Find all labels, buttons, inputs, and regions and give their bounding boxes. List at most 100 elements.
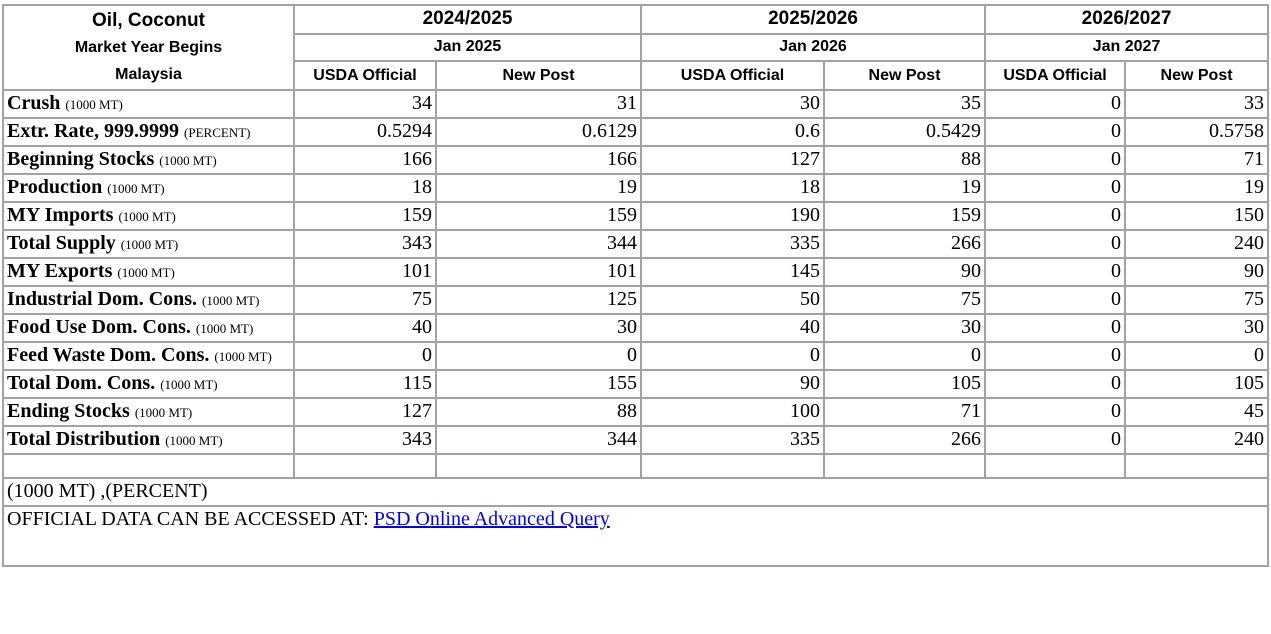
value-cell: 190 [640,201,826,231]
value-cell: 240 [1124,229,1270,259]
value-cell: 0 [293,341,437,371]
value-cell: 105 [1124,369,1270,399]
empty-row [2,453,1270,479]
value-cell: 0 [984,173,1127,203]
attribute-cell: Production (1000 MT) [2,173,295,203]
value-cell: 75 [293,285,437,315]
value-cell: 30 [1124,313,1270,343]
value-cell: 0.6129 [434,117,643,147]
attribute-label: Production [7,176,103,198]
value-cell: 0 [640,341,826,371]
empty-cell [434,453,643,479]
attribute-cell: Total Dom. Cons. (1000 MT) [2,369,295,399]
attribute-cell: MY Imports (1000 MT) [2,201,295,231]
value-cell: 101 [293,257,437,287]
psd-online-advanced-query-link[interactable]: PSD Online Advanced Query [373,508,610,530]
value-cell: 343 [293,229,437,259]
value-cell: 101 [434,257,643,287]
table-row-beginning-stocks: Beginning Stocks (1000 MT) 166 166 127 8… [2,145,1270,175]
value-cell: 75 [1124,285,1270,315]
attribute-label: Total Distribution [7,428,161,450]
psd-commodity-table: Oil, Coconut Market Year Begins Malaysia… [1,4,1270,567]
year-header-2026-2027: 2026/2027 [984,4,1270,35]
value-cell: 166 [434,145,643,175]
value-cell: 18 [640,173,826,203]
units-note-row: (1000 MT) ,(PERCENT) [1,477,1270,507]
empty-cell [1124,453,1270,479]
attribute-unit: (1000 MT) [117,265,175,280]
value-cell: 0 [823,341,987,371]
source-header-usda-official: USDA Official [984,60,1127,91]
attribute-label: Crush [7,92,61,114]
table-row-ending-stocks: Ending Stocks (1000 MT) 127 88 100 71 0 … [2,397,1270,427]
official-data-text: OFFICIAL DATA CAN BE ACCESSED AT: [7,508,374,530]
value-cell: 0 [984,313,1127,343]
header-row-market-year-begins: Jan 2025 Jan 2026 Jan 2027 [3,32,1270,63]
attribute-cell: Feed Waste Dom. Cons. (1000 MT) [2,341,295,371]
value-cell: 0 [984,341,1127,371]
value-cell: 0 [984,257,1127,287]
table-row-my-exports: MY Exports (1000 MT) 101 101 145 90 0 90 [2,257,1270,287]
header-row-years: Oil, Coconut Market Year Begins Malaysia… [2,4,1270,91]
value-cell: 33 [1124,89,1270,119]
header-row-sources: USDA Official New Post USDA Official New… [3,60,1270,91]
value-cell: 344 [434,425,643,455]
value-cell: 30 [434,313,643,343]
table-row-total-dom-cons: Total Dom. Cons. (1000 MT) 115 155 90 10… [2,369,1270,399]
attribute-cell: Total Distribution (1000 MT) [2,425,295,455]
value-cell: 90 [1124,257,1270,287]
attribute-unit: (1000 MT) [134,405,193,420]
value-cell: 71 [823,397,987,427]
value-cell: 159 [293,201,437,231]
value-cell: 159 [823,201,987,231]
value-cell: 30 [823,313,987,343]
value-cell: 35 [823,89,987,119]
value-cell: 335 [640,229,826,259]
value-cell: 88 [434,397,643,427]
attribute-unit: (1000 MT) [107,181,165,196]
attribute-unit: (1000 MT) [195,321,254,336]
attribute-label: Extr. Rate, 999.9999 [7,120,180,142]
attribute-label: Ending Stocks [7,400,130,422]
attribute-label: Food Use Dom. Cons. [7,316,191,338]
attribute-unit: (1000 MT) [165,433,223,448]
value-cell: 105 [823,369,987,399]
value-cell: 159 [434,201,643,231]
value-cell: 266 [823,425,987,455]
value-cell: 31 [434,89,643,119]
attribute-unit: (PERCENT) [184,125,251,140]
value-cell: 90 [640,369,826,399]
attribute-label: Total Dom. Cons. [7,372,156,394]
value-cell: 343 [293,425,437,455]
value-cell: 240 [1124,425,1270,455]
value-cell: 19 [823,173,987,203]
attribute-label: Total Supply [7,232,116,254]
source-header-usda-official: USDA Official [640,60,826,91]
value-cell: 0 [984,397,1127,427]
commodity-name: Oil, Coconut [92,10,205,31]
table-row-extr-rate: Extr. Rate, 999.9999 (PERCENT) 0.5294 0.… [2,117,1270,147]
value-cell: 0 [984,201,1127,231]
value-cell: 40 [640,313,826,343]
value-cell: 18 [293,173,437,203]
attribute-unit: (1000 MT) [202,293,260,308]
value-cell: 19 [1124,173,1270,203]
market-year-begins-label: Market Year Begins [74,39,223,56]
value-cell: 145 [640,257,826,287]
value-cell: 344 [434,229,643,259]
value-cell: 88 [823,145,987,175]
value-cell: 40 [293,313,437,343]
source-header-usda-official: USDA Official [293,60,437,91]
empty-cell [2,453,295,479]
value-cell: 115 [293,369,437,399]
source-header-new-post: New Post [823,60,987,91]
country-name: Malaysia [115,66,182,83]
attribute-label: Feed Waste Dom. Cons. [7,344,210,366]
value-cell: 166 [293,145,437,175]
attribute-label: Industrial Dom. Cons. [7,288,198,310]
attribute-unit: (1000 MT) [159,153,217,168]
value-cell: 127 [640,145,826,175]
value-cell: 155 [434,369,643,399]
value-cell: 266 [823,229,987,259]
table-row-food-use-dom-cons: Food Use Dom. Cons. (1000 MT) 40 30 40 3… [2,313,1270,343]
